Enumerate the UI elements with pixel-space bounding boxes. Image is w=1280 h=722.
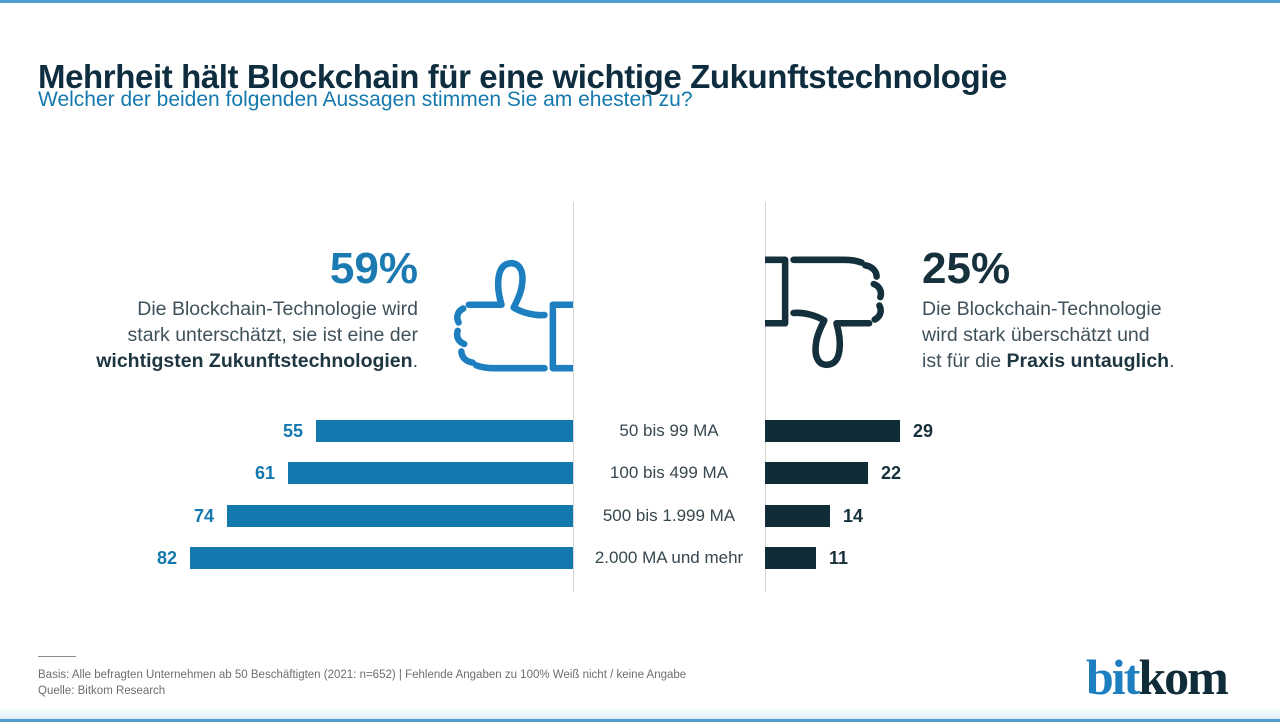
- page-subtitle: Welcher der beiden folgenden Aussagen st…: [38, 88, 693, 111]
- table-row: 55 50 bis 99 MA 29: [0, 420, 1280, 442]
- footer-notes: Basis: Alle befragten Unternehmen ab 50 …: [38, 668, 686, 699]
- right-bar-value: 29: [913, 421, 934, 441]
- category-label: 50 bis 99 MA: [619, 421, 719, 440]
- bar-row-right: 11: [765, 547, 1280, 569]
- statement-left-line1: Die Blockchain-Technologie wird: [137, 298, 418, 320]
- right-bar-value: 11: [829, 548, 849, 568]
- axis-line-left: [573, 202, 574, 592]
- statement-left-line3: wichtigsten Zukunftstechnologien.: [96, 350, 418, 372]
- right-bar: [765, 547, 816, 569]
- bitkom-logo: bitkom: [1086, 648, 1229, 706]
- statement-right-line3: ist für die Praxis untauglich.: [922, 350, 1175, 372]
- top-border-rule: [0, 0, 1280, 3]
- left-bar-value: 82: [156, 548, 177, 568]
- right-bar: [765, 462, 868, 484]
- statement-left: 59% Die Blockchain-Technologie wird star…: [84, 246, 418, 374]
- bottom-border-rule: [0, 719, 1280, 722]
- statement-right-line1: Die Blockchain-Technologie: [922, 298, 1162, 320]
- bar-row-left: 82: [0, 547, 573, 569]
- left-bar-value: 55: [282, 421, 303, 441]
- bitkom-logo-kom: kom: [1138, 649, 1228, 705]
- thumbs-up-icon: [440, 245, 573, 387]
- left-bar: [190, 547, 573, 569]
- bar-row-left: 55: [0, 420, 573, 442]
- left-bar: [288, 462, 573, 484]
- bar-row-left: 61: [0, 462, 573, 484]
- footer-source: Quelle: Bitkom Research: [38, 684, 166, 697]
- footer-divider: [38, 656, 76, 657]
- right-bar-value: 22: [881, 463, 902, 483]
- left-bar: [316, 420, 573, 442]
- right-bar-value: 14: [843, 506, 864, 526]
- bar-row-right: 14: [765, 505, 1280, 527]
- left-bar: [227, 505, 573, 527]
- bar-row-right: 29: [765, 420, 1280, 442]
- bottom-highlight-band: [0, 707, 1280, 719]
- thumbs-down-icon: [765, 243, 900, 385]
- right-bar: [765, 420, 900, 442]
- right-bar: [765, 505, 830, 527]
- statement-left-text: Die Blockchain-Technologie wird stark un…: [84, 296, 418, 374]
- statement-right-text: Die Blockchain-Technologie wird stark üb…: [922, 296, 1232, 374]
- statement-right: 25% Die Blockchain-Technologie wird star…: [922, 246, 1232, 374]
- left-bar-value: 61: [254, 463, 275, 483]
- bar-row-left: 74: [0, 505, 573, 527]
- category-label: 100 bis 499 MA: [609, 463, 729, 482]
- table-row: 82 2.000 MA und mehr 11: [0, 547, 1280, 569]
- footer-basis: Basis: Alle befragten Unternehmen ab 50 …: [38, 669, 687, 681]
- category-label: 500 bis 1.999 MA: [602, 506, 736, 525]
- bar-row-right: 22: [765, 462, 1280, 484]
- bitkom-logo-bit: bit: [1086, 649, 1140, 705]
- stat-59-value: 59%: [329, 244, 418, 293]
- page-title: Mehrheit hält Blockchain für eine wichti…: [38, 58, 1007, 96]
- axis-line-right: [765, 202, 766, 592]
- table-row: 74 500 bis 1.999 MA 14: [0, 505, 1280, 527]
- statement-right-line2: wird stark überschätzt und: [922, 324, 1150, 346]
- stat-25-value: 25%: [922, 244, 1011, 293]
- table-row: 61 100 bis 499 MA 22: [0, 462, 1280, 484]
- statement-left-line2: stark unterschätzt, sie ist eine der: [127, 324, 418, 346]
- left-bar-value: 74: [193, 506, 214, 526]
- category-label: 2.000 MA und mehr: [594, 548, 744, 567]
